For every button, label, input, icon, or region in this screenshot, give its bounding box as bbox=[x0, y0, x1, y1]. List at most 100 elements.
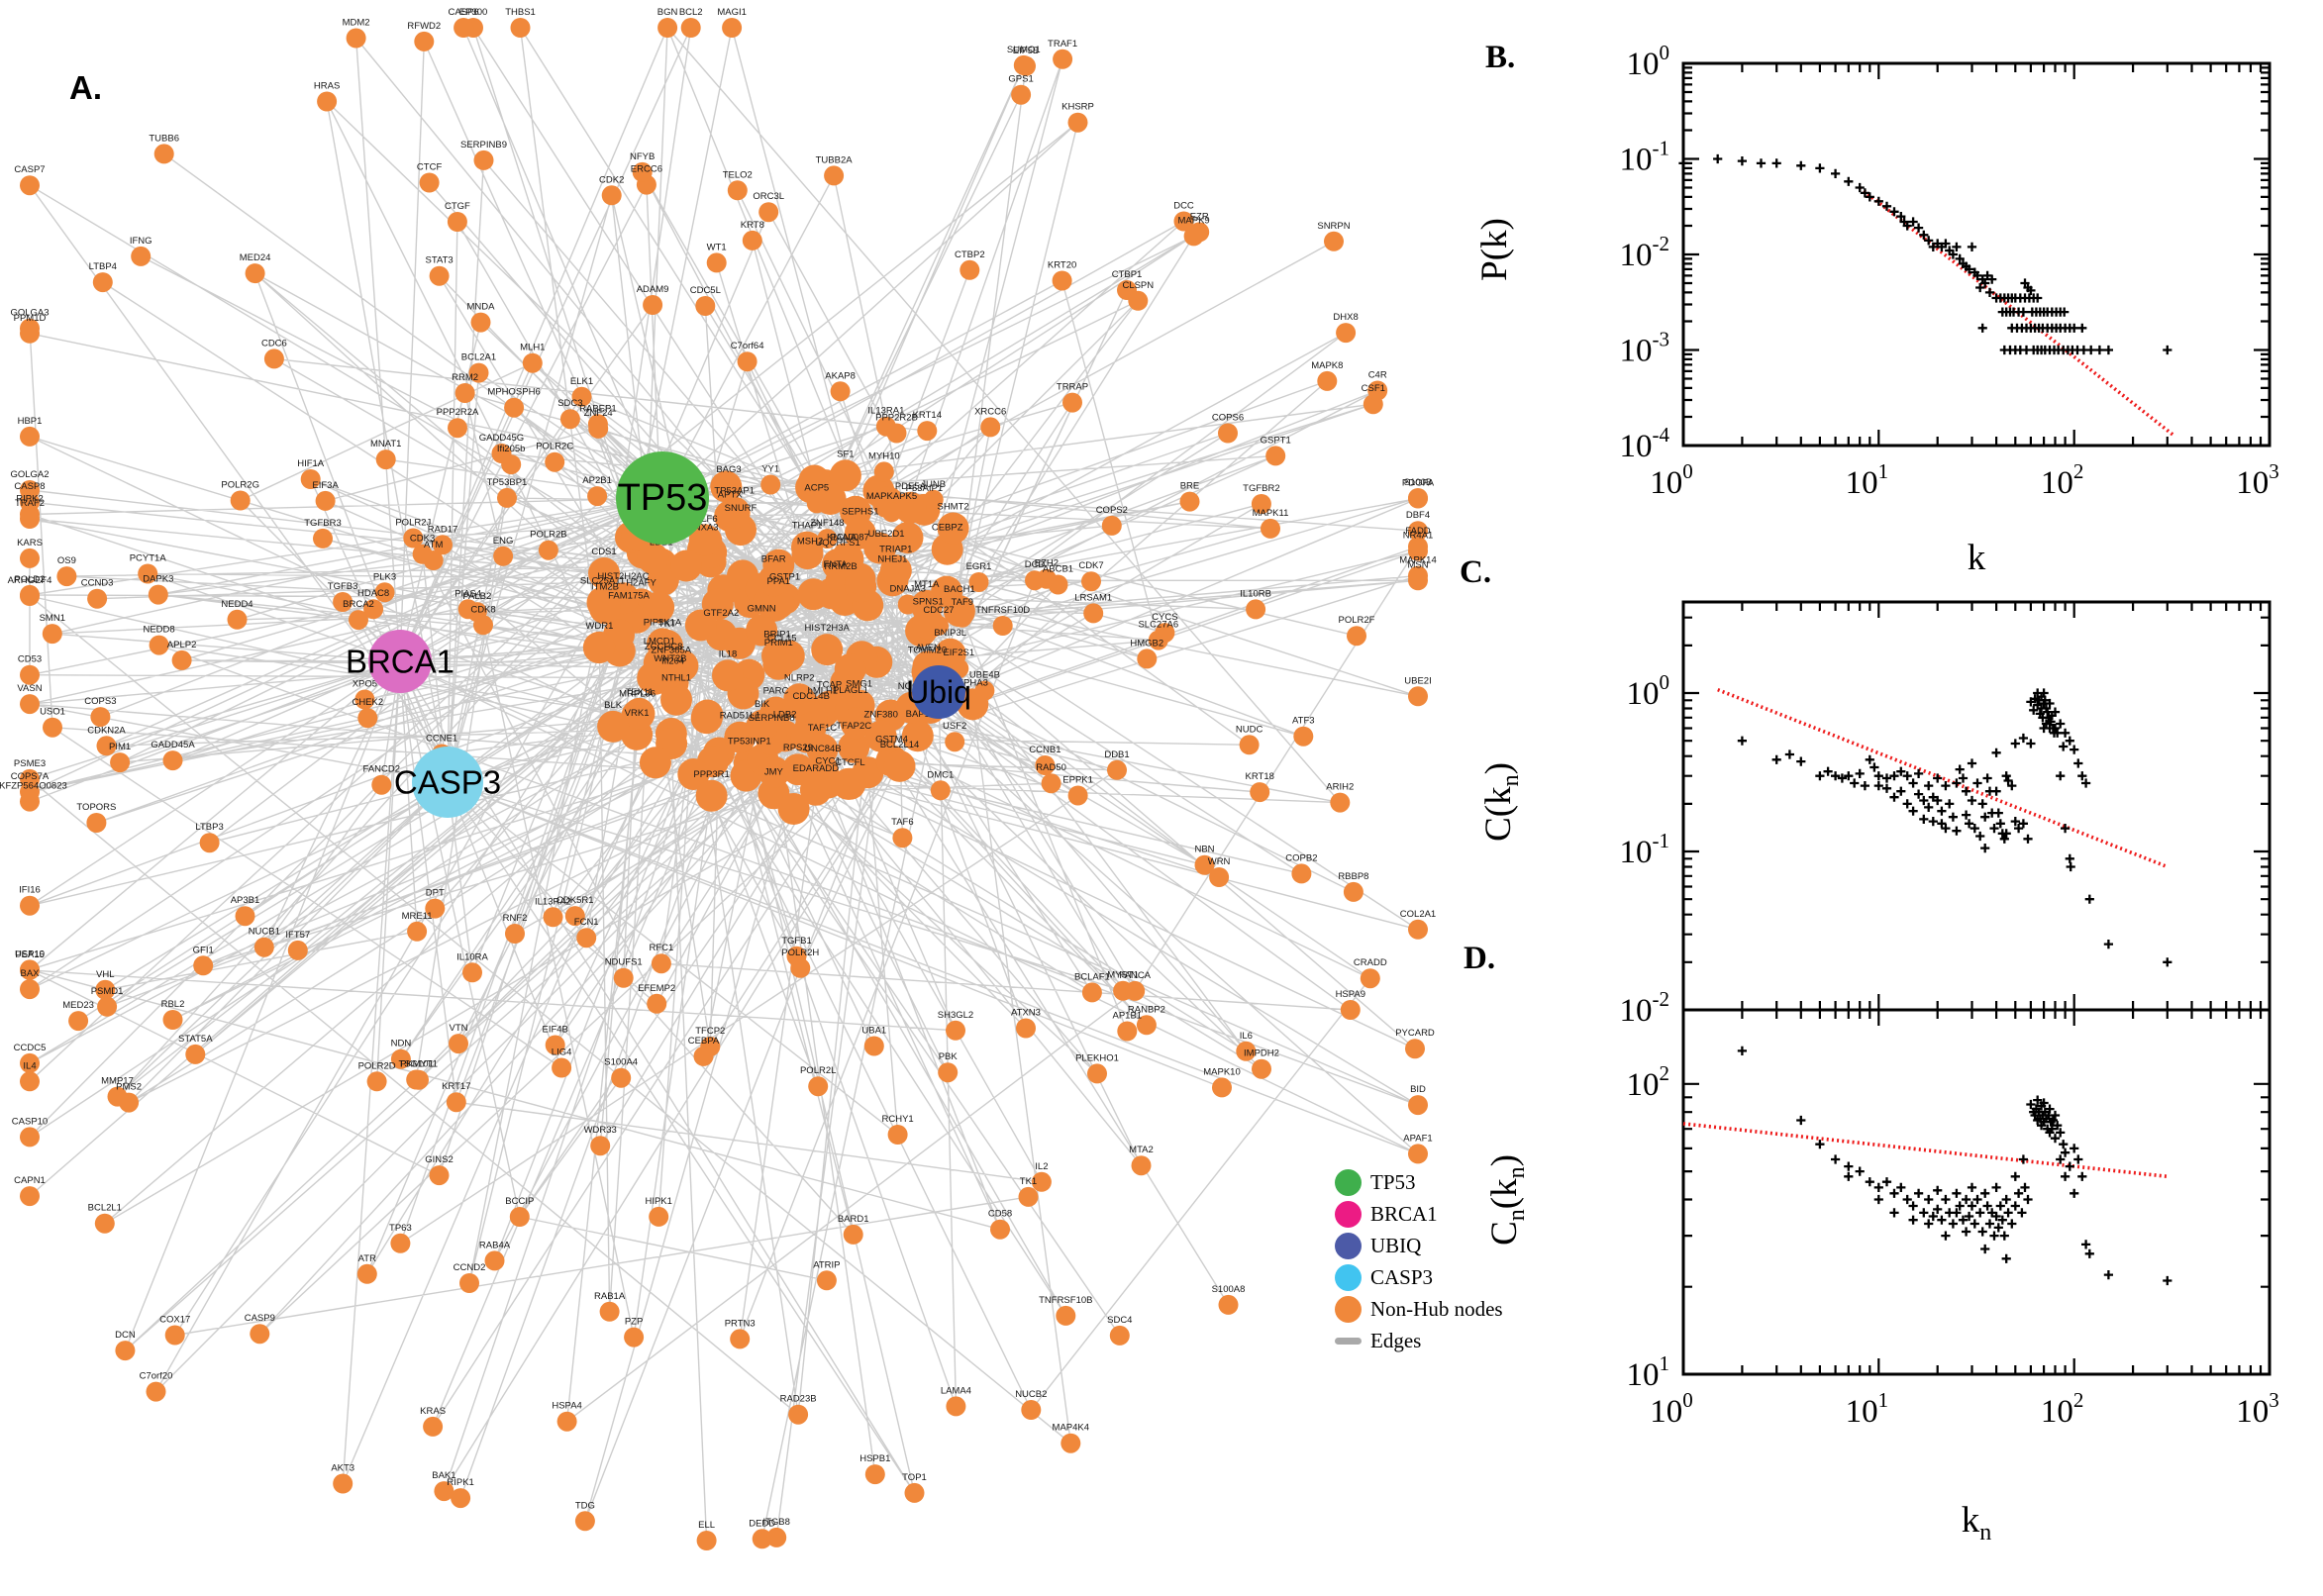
svg-text:MAPK14: MAPK14 bbox=[1399, 555, 1437, 566]
svg-text:TP63: TP63 bbox=[389, 1223, 412, 1234]
svg-text:THAP1: THAP1 bbox=[792, 521, 823, 532]
svg-text:MSN: MSN bbox=[1407, 559, 1428, 570]
svg-text:P53AIP1: P53AIP1 bbox=[906, 483, 944, 494]
svg-text:VTN: VTN bbox=[450, 1023, 468, 1034]
svg-text:HIF1A: HIF1A bbox=[297, 458, 325, 469]
svg-text:RFC1: RFC1 bbox=[649, 943, 673, 953]
svg-text:CDK5R1: CDK5R1 bbox=[556, 895, 594, 906]
svg-text:CDK8: CDK8 bbox=[470, 604, 495, 615]
tick-label: 10-1 bbox=[1620, 137, 1670, 178]
svg-text:SMN1: SMN1 bbox=[40, 613, 65, 624]
svg-text:DKFZP564O0823: DKFZP564O0823 bbox=[0, 781, 67, 792]
svg-text:UQCRFS1: UQCRFS1 bbox=[815, 538, 859, 549]
svg-text:POLR2H: POLR2H bbox=[781, 948, 819, 958]
svg-text:PIP5K1A: PIP5K1A bbox=[644, 617, 682, 628]
network-edges bbox=[29, 27, 1419, 1542]
svg-text:HBP1: HBP1 bbox=[18, 416, 43, 427]
hub-node-ubiq bbox=[912, 665, 965, 719]
svg-text:EZH2: EZH2 bbox=[1035, 558, 1059, 569]
svg-text:HMGB2: HMGB2 bbox=[1130, 638, 1163, 648]
tick-label: 10-1 bbox=[1620, 829, 1670, 870]
svg-text:POLR2F: POLR2F bbox=[1339, 615, 1375, 626]
svg-text:DHX8: DHX8 bbox=[1333, 312, 1358, 323]
svg-text:SUMO1: SUMO1 bbox=[1007, 45, 1041, 55]
svg-text:CASP9: CASP9 bbox=[245, 1313, 275, 1324]
svg-text:TRRAP: TRRAP bbox=[1057, 382, 1088, 393]
svg-text:IL2: IL2 bbox=[1035, 1161, 1048, 1172]
svg-text:CASP7: CASP7 bbox=[14, 164, 45, 175]
svg-text:KRAS: KRAS bbox=[420, 1406, 446, 1417]
svg-text:KRT18: KRT18 bbox=[1245, 771, 1273, 782]
svg-text:PSMD1: PSMD1 bbox=[91, 986, 124, 997]
svg-text:ZNF148: ZNF148 bbox=[810, 518, 844, 529]
svg-text:EFEMP2: EFEMP2 bbox=[638, 983, 675, 994]
svg-text:CTCFL: CTCFL bbox=[835, 757, 865, 768]
panel-c-heading: C. bbox=[1460, 554, 1492, 590]
svg-text:TP53INP1: TP53INP1 bbox=[728, 736, 771, 747]
svg-text:BCL2: BCL2 bbox=[679, 7, 703, 18]
svg-text:CCL15: CCL15 bbox=[767, 633, 797, 644]
legend: TP53 BRCA1 UBIQ CASP3 Non-Hub nodes Edge… bbox=[1335, 1169, 1503, 1352]
ylabel-subscript: n bbox=[1504, 1166, 1531, 1179]
svg-text:LDB2: LDB2 bbox=[773, 709, 797, 720]
svg-text:NHEJ1: NHEJ1 bbox=[877, 553, 907, 564]
legend-item-brca1: BRCA1 bbox=[1335, 1201, 1503, 1228]
svg-text:TRIAP1: TRIAP1 bbox=[879, 544, 912, 554]
svg-text:CASP8: CASP8 bbox=[14, 481, 45, 492]
svg-text:HRAS: HRAS bbox=[314, 81, 340, 92]
svg-text:ATR: ATR bbox=[358, 1253, 376, 1264]
svg-text:PLEKHO1: PLEKHO1 bbox=[1075, 1052, 1119, 1063]
casp3-hub-swatch-icon bbox=[1335, 1264, 1362, 1291]
svg-text:BCCIP: BCCIP bbox=[505, 1196, 534, 1207]
svg-text:NUCB2: NUCB2 bbox=[1015, 1389, 1047, 1400]
svg-text:TP53BP1: TP53BP1 bbox=[487, 477, 528, 488]
svg-text:TRAF2: TRAF2 bbox=[15, 498, 45, 509]
svg-text:SHMT2: SHMT2 bbox=[937, 502, 968, 513]
svg-text:MPHOSPH6: MPHOSPH6 bbox=[487, 387, 540, 398]
svg-text:TGFB3: TGFB3 bbox=[328, 581, 358, 592]
svg-text:ARIH2: ARIH2 bbox=[1326, 782, 1354, 793]
svg-text:LMCD1: LMCD1 bbox=[644, 637, 675, 648]
svg-text:APLP2: APLP2 bbox=[167, 640, 197, 650]
svg-text:Ifi204: Ifi204 bbox=[661, 656, 684, 667]
svg-text:IL18: IL18 bbox=[719, 648, 738, 659]
svg-text:DMC1: DMC1 bbox=[927, 769, 954, 780]
svg-text:BRE: BRE bbox=[1180, 481, 1200, 492]
svg-text:CAPN1: CAPN1 bbox=[14, 1175, 46, 1186]
svg-text:IL4: IL4 bbox=[23, 1060, 36, 1071]
tick-label: 100 bbox=[1650, 459, 1693, 501]
svg-text:MTA2: MTA2 bbox=[1129, 1145, 1154, 1155]
svg-text:FNTA: FNTA bbox=[824, 559, 849, 570]
svg-text:PALB2: PALB2 bbox=[462, 591, 491, 602]
svg-text:KHSRP: KHSRP bbox=[1061, 102, 1094, 113]
svg-text:SNURF: SNURF bbox=[725, 503, 758, 514]
hub-label-brca1: BRCA1 bbox=[346, 644, 454, 680]
svg-text:GADD45G: GADD45G bbox=[479, 433, 524, 444]
svg-text:S100A8: S100A8 bbox=[1212, 1284, 1246, 1295]
svg-text:TFAP2C: TFAP2C bbox=[836, 721, 871, 732]
plot-c-y-axis-label: C(kn) bbox=[1477, 762, 1525, 842]
svg-text:MAGI1: MAGI1 bbox=[717, 7, 747, 18]
svg-text:TFCP2: TFCP2 bbox=[695, 1026, 725, 1037]
svg-text:BFAR: BFAR bbox=[761, 553, 786, 564]
tick-label: 10-4 bbox=[1620, 423, 1670, 464]
svg-text:MNAT1: MNAT1 bbox=[370, 439, 402, 449]
hub-label-tp53: TP53 bbox=[618, 477, 708, 519]
svg-text:CTGF: CTGF bbox=[445, 201, 470, 212]
svg-text:KRT17: KRT17 bbox=[442, 1081, 470, 1092]
ylabel-text: ) bbox=[1483, 1154, 1525, 1167]
svg-text:BACH1: BACH1 bbox=[944, 584, 975, 595]
plot-box bbox=[1681, 1008, 2272, 1376]
svg-text:PARC: PARC bbox=[763, 686, 789, 697]
legend-item-nonhub: Non-Hub nodes bbox=[1335, 1296, 1503, 1323]
svg-text:TOMM20: TOMM20 bbox=[908, 646, 947, 656]
svg-text:RPS29: RPS29 bbox=[783, 743, 813, 753]
svg-text:SH3GL2: SH3GL2 bbox=[938, 1010, 973, 1021]
svg-text:BAP1: BAP1 bbox=[906, 709, 930, 720]
xlabel-text: k bbox=[1961, 1499, 1980, 1541]
svg-text:DNAJA3: DNAJA3 bbox=[889, 584, 925, 595]
svg-text:PPP3R1: PPP3R1 bbox=[693, 769, 729, 780]
svg-text:RCHY1: RCHY1 bbox=[881, 1114, 913, 1125]
svg-text:EZR: EZR bbox=[1190, 211, 1209, 222]
svg-text:APTX: APTX bbox=[718, 489, 743, 500]
